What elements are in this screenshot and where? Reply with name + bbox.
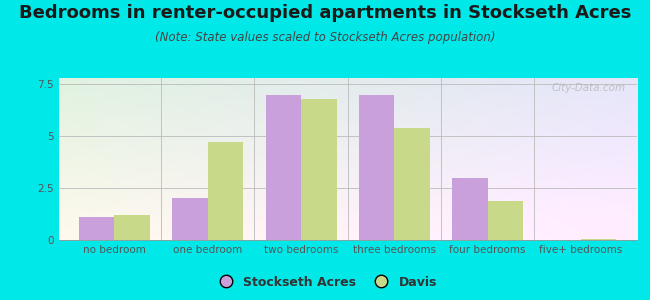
Bar <box>359 94 395 240</box>
Text: City-Data.com: City-Data.com <box>551 83 625 93</box>
Bar <box>395 128 430 240</box>
Bar <box>301 99 337 240</box>
Bar <box>79 217 114 240</box>
Legend: Stockseth Acres, Davis: Stockseth Acres, Davis <box>208 271 442 294</box>
Bar <box>172 199 208 240</box>
Bar <box>488 200 523 240</box>
Bar <box>452 178 488 240</box>
Bar <box>208 142 243 240</box>
Bar <box>266 94 301 240</box>
Text: (Note: State values scaled to Stockseth Acres population): (Note: State values scaled to Stockseth … <box>155 32 495 44</box>
Text: Bedrooms in renter-occupied apartments in Stockseth Acres: Bedrooms in renter-occupied apartments i… <box>19 4 631 22</box>
Bar <box>114 215 150 240</box>
Bar <box>581 239 616 240</box>
